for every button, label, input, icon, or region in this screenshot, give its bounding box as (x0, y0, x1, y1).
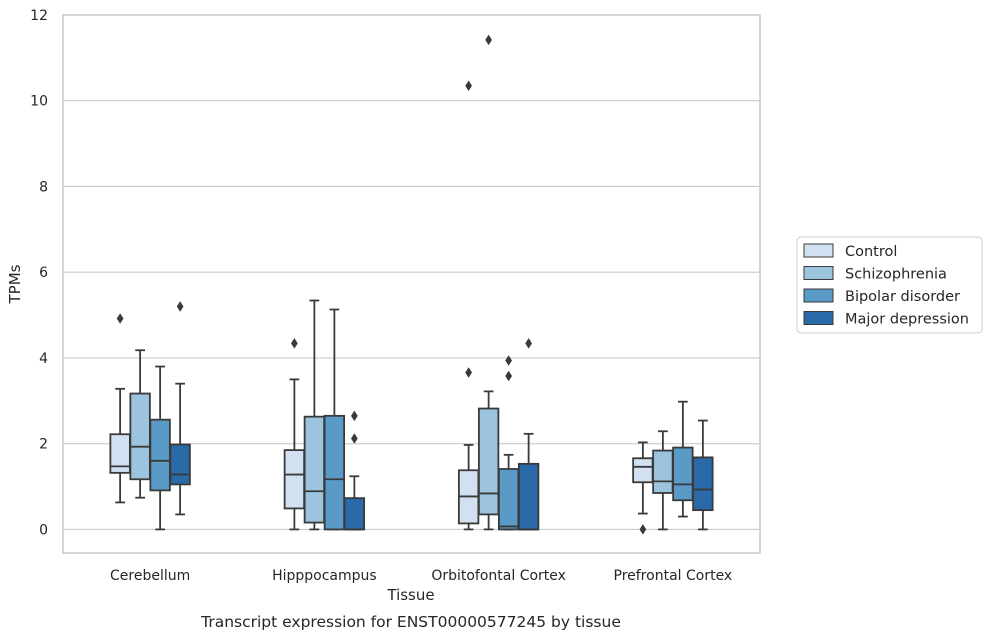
chart-caption: Transcript expression for ENST0000057724… (200, 613, 621, 631)
outlier-point (116, 313, 124, 324)
box-body (149, 418, 171, 492)
y-tick-label: 6 (39, 265, 48, 281)
outlier-point (525, 338, 532, 349)
box-body (129, 392, 151, 481)
box-body (632, 457, 654, 484)
box (497, 355, 520, 531)
box-body (497, 468, 520, 531)
box (343, 410, 366, 531)
y-tick-label: 8 (39, 179, 48, 195)
box-body (169, 443, 191, 486)
box (129, 349, 151, 499)
outlier-point (485, 34, 492, 46)
x-axis-label: Tissue (386, 586, 434, 604)
outlier-point (505, 370, 512, 382)
box (632, 441, 654, 535)
legend-swatch (803, 243, 834, 258)
y-tick-label: 2 (39, 437, 48, 453)
box (477, 34, 500, 531)
box-body (652, 449, 674, 494)
legend-label: Major depression (845, 312, 969, 328)
box-body (283, 449, 306, 510)
legend-label: Bipolar disorder (845, 289, 960, 305)
x-tick-label: Cerebellum (110, 568, 190, 584)
outlier-point (351, 433, 358, 444)
y-tick-label: 12 (30, 8, 48, 24)
outlier-point (465, 80, 472, 91)
legend-swatch (803, 266, 834, 280)
x-tick-label: Orbitofontal Cortex (431, 568, 566, 584)
box-body (477, 407, 500, 516)
outlier-point (505, 355, 512, 366)
outlier-point (351, 410, 358, 422)
legend-label: Control (845, 244, 897, 260)
x-tick-label: Prefrontal Cortex (614, 568, 733, 584)
box (517, 338, 540, 531)
outlier-point (639, 524, 647, 535)
y-tick-labels: 0 2 4 6 8 10 12 (30, 8, 48, 538)
box-body (303, 415, 326, 524)
box (303, 299, 326, 531)
box (692, 419, 714, 531)
y-tick-label: 10 (30, 94, 48, 110)
box (169, 301, 191, 516)
y-tick-label: 4 (39, 351, 48, 367)
outlier-point (465, 367, 472, 378)
box-body (517, 462, 540, 531)
box-body (692, 456, 714, 512)
y-tick-label: 0 (39, 522, 48, 538)
y-axis-label: TPMs (6, 264, 24, 304)
box (283, 338, 306, 531)
box (672, 400, 694, 518)
box (323, 308, 346, 531)
legend-swatch (803, 311, 834, 325)
legend-label: Schizophrenia (845, 267, 947, 283)
box (149, 365, 171, 531)
box (457, 80, 480, 531)
legend-swatch (803, 288, 834, 303)
x-tick-label: Hipppocampus (272, 568, 377, 584)
box-body (343, 497, 366, 531)
box (652, 430, 674, 531)
legend-frame (796, 236, 983, 334)
outlier-point (291, 338, 298, 349)
box (109, 313, 131, 504)
plot-frame (62, 14, 761, 554)
box-groups (109, 34, 714, 535)
outlier-point (176, 301, 184, 312)
box-body (672, 446, 694, 502)
box-body (323, 414, 346, 531)
legend: Control Schizophrenia Bipolar disorder Majo… (796, 236, 983, 334)
x-tick-labels: Cerebellum Hipppocampus Orbitofontal Corte… (110, 568, 732, 584)
